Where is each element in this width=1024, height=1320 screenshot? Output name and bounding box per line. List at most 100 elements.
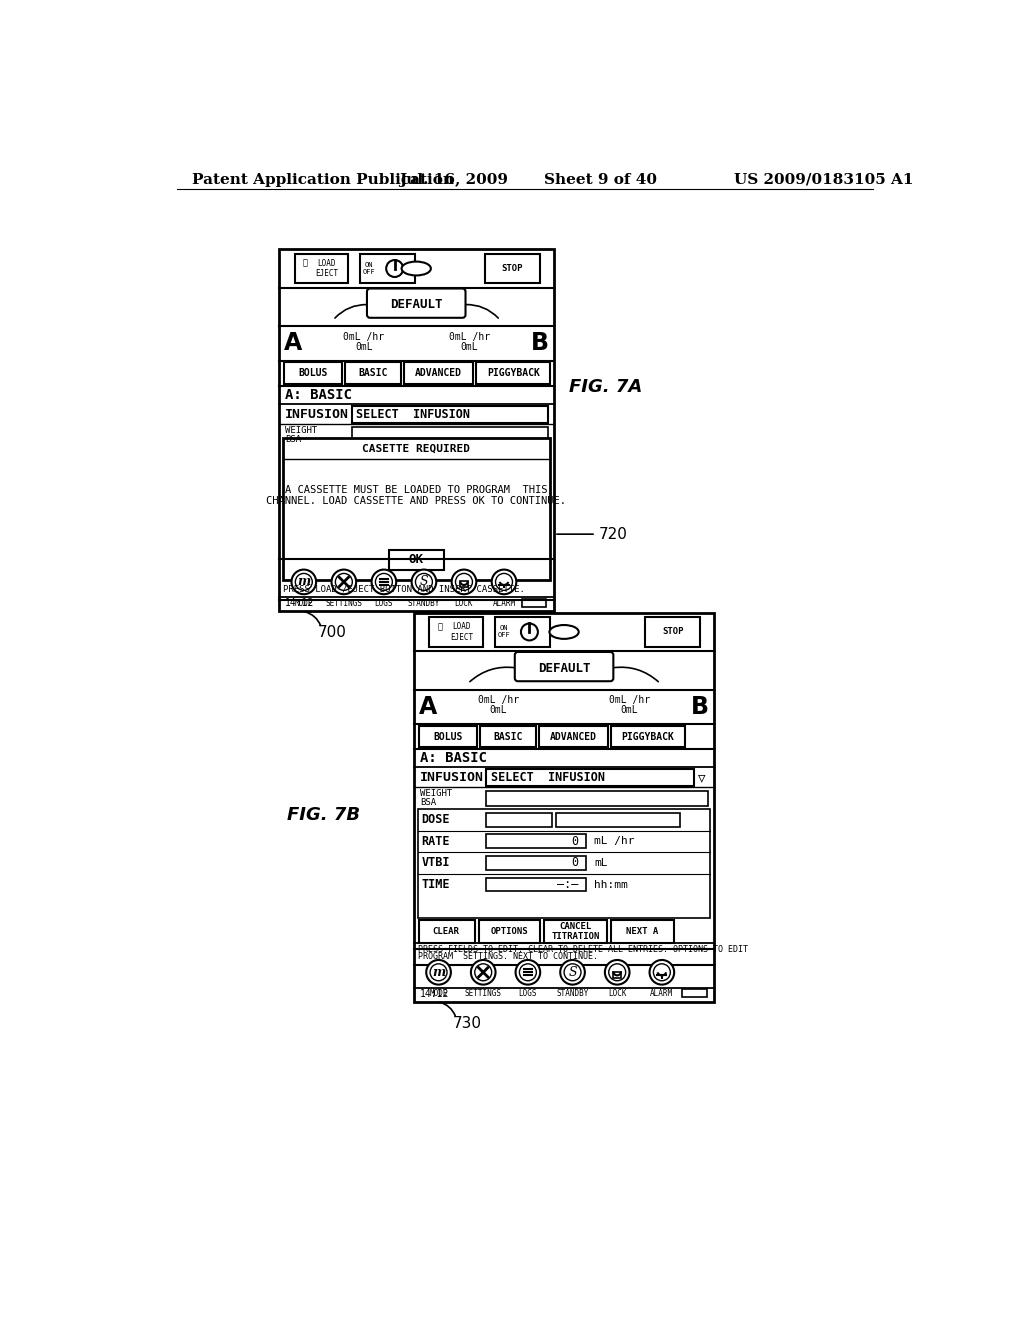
Text: FIG. 7A: FIG. 7A bbox=[569, 378, 643, 396]
Bar bbox=[345, 363, 400, 384]
Circle shape bbox=[605, 960, 630, 985]
Text: m: m bbox=[432, 966, 445, 979]
Text: A: A bbox=[284, 331, 302, 355]
Bar bbox=[544, 920, 607, 942]
Text: A: A bbox=[419, 694, 437, 718]
Bar bbox=[539, 726, 608, 747]
Circle shape bbox=[430, 964, 447, 981]
Text: BSA: BSA bbox=[286, 436, 301, 444]
Text: MODE: MODE bbox=[429, 990, 447, 998]
Text: ADVANCED: ADVANCED bbox=[415, 368, 462, 379]
Text: PRESS FIELDS TO EDIT. CLEAR TO DELETE ALL ENTRIES. OPTIONS TO EDIT: PRESS FIELDS TO EDIT. CLEAR TO DELETE AL… bbox=[418, 945, 748, 953]
Bar bbox=[280, 249, 554, 611]
Circle shape bbox=[560, 960, 585, 985]
Text: DEFAULT: DEFAULT bbox=[538, 661, 590, 675]
Text: WEIGHT: WEIGHT bbox=[286, 426, 317, 434]
Text: OPTIONS: OPTIONS bbox=[490, 927, 528, 936]
Text: LOAD
EJECT: LOAD EJECT bbox=[451, 622, 473, 642]
Bar bbox=[556, 813, 680, 826]
Text: RATE: RATE bbox=[422, 834, 451, 847]
Bar bbox=[418, 809, 711, 919]
Text: 0mL /hr: 0mL /hr bbox=[449, 333, 489, 342]
Text: ADVANCED: ADVANCED bbox=[550, 731, 597, 742]
Circle shape bbox=[412, 570, 436, 594]
Circle shape bbox=[336, 573, 352, 590]
Ellipse shape bbox=[401, 261, 431, 276]
Text: 14:12: 14:12 bbox=[286, 598, 314, 609]
Text: US 2009/0183105 A1: US 2009/0183105 A1 bbox=[734, 173, 913, 187]
Text: ON
OFF: ON OFF bbox=[362, 261, 376, 275]
Text: Patent Application Publication: Patent Application Publication bbox=[193, 173, 455, 187]
Text: ALARM: ALARM bbox=[493, 599, 515, 609]
Circle shape bbox=[372, 570, 396, 594]
Text: 720: 720 bbox=[557, 527, 628, 541]
Bar bbox=[611, 920, 674, 942]
Text: 0mL /hr: 0mL /hr bbox=[609, 696, 650, 705]
Text: Sheet 9 of 40: Sheet 9 of 40 bbox=[544, 173, 656, 187]
Bar bbox=[486, 834, 587, 849]
Circle shape bbox=[521, 623, 538, 640]
Bar bbox=[476, 363, 550, 384]
Bar bbox=[486, 791, 708, 807]
FancyBboxPatch shape bbox=[367, 289, 466, 318]
Circle shape bbox=[456, 573, 472, 590]
Text: BSA: BSA bbox=[420, 799, 436, 808]
Text: ▽: ▽ bbox=[698, 771, 706, 784]
Text: NEXT A: NEXT A bbox=[627, 927, 658, 936]
Bar bbox=[495, 618, 550, 647]
Circle shape bbox=[332, 570, 356, 594]
Text: BOLUS: BOLUS bbox=[433, 731, 463, 742]
Text: m: m bbox=[297, 576, 310, 589]
Text: INFUSION: INFUSION bbox=[286, 408, 349, 421]
Text: ON
OFF: ON OFF bbox=[498, 626, 510, 639]
Text: SELECT  INFUSION: SELECT INFUSION bbox=[356, 408, 470, 421]
Text: 🔑: 🔑 bbox=[303, 259, 308, 268]
Bar bbox=[414, 612, 714, 1002]
Text: A CASSETTE MUST BE LOADED TO PROGRAM  THIS
CHANNEL. LOAD CASSETTE AND PRESS OK T: A CASSETTE MUST BE LOADED TO PROGRAM THI… bbox=[266, 484, 566, 507]
Text: BASIC: BASIC bbox=[358, 368, 388, 379]
Circle shape bbox=[386, 260, 403, 277]
Text: 🔑: 🔑 bbox=[437, 622, 442, 631]
Text: 0mL: 0mL bbox=[621, 705, 638, 715]
Text: —:—: —:— bbox=[557, 878, 579, 891]
Text: B: B bbox=[691, 694, 710, 718]
Bar bbox=[419, 920, 475, 942]
Text: DOSE: DOSE bbox=[422, 813, 451, 826]
Text: 0mL: 0mL bbox=[461, 342, 478, 352]
Text: 0: 0 bbox=[571, 857, 579, 870]
Text: MODE: MODE bbox=[295, 599, 313, 609]
Text: LOCK: LOCK bbox=[455, 599, 473, 609]
Text: hh:mm: hh:mm bbox=[594, 879, 628, 890]
Circle shape bbox=[471, 960, 496, 985]
Text: mL: mL bbox=[594, 858, 607, 869]
Circle shape bbox=[376, 573, 392, 590]
Text: 0mL: 0mL bbox=[489, 705, 508, 715]
Text: A: BASIC: A: BASIC bbox=[420, 751, 487, 766]
Bar bbox=[403, 363, 473, 384]
Circle shape bbox=[515, 960, 541, 985]
Circle shape bbox=[608, 964, 626, 981]
Text: A: BASIC: A: BASIC bbox=[286, 388, 352, 401]
Circle shape bbox=[295, 573, 312, 590]
Bar bbox=[611, 726, 685, 747]
Text: ALARM: ALARM bbox=[650, 990, 674, 998]
Text: CLEAR: CLEAR bbox=[433, 927, 460, 936]
Bar bbox=[284, 363, 342, 384]
Text: 0: 0 bbox=[571, 834, 579, 847]
Text: CASETTE REQUIRED: CASETTE REQUIRED bbox=[362, 444, 470, 454]
Text: PIGGYBACK: PIGGYBACK bbox=[622, 731, 675, 742]
Text: SETTINGS: SETTINGS bbox=[326, 599, 362, 609]
Text: CANCEL
TITRATION: CANCEL TITRATION bbox=[552, 921, 600, 941]
Text: LOGS: LOGS bbox=[518, 990, 538, 998]
Text: PRESS LOAD /EJECT BUTTON AND INSERT CASSETTE.: PRESS LOAD /EJECT BUTTON AND INSERT CASS… bbox=[283, 585, 525, 593]
Circle shape bbox=[292, 570, 316, 594]
Text: PIGGYBACK: PIGGYBACK bbox=[486, 368, 540, 379]
Text: INFUSION: INFUSION bbox=[420, 771, 484, 784]
Text: 0mL /hr: 0mL /hr bbox=[343, 333, 384, 342]
Circle shape bbox=[653, 964, 671, 981]
Text: STANDBY: STANDBY bbox=[408, 599, 440, 609]
Bar bbox=[480, 726, 536, 747]
Bar bbox=[360, 253, 416, 284]
Bar bbox=[351, 428, 548, 442]
Circle shape bbox=[475, 964, 492, 981]
